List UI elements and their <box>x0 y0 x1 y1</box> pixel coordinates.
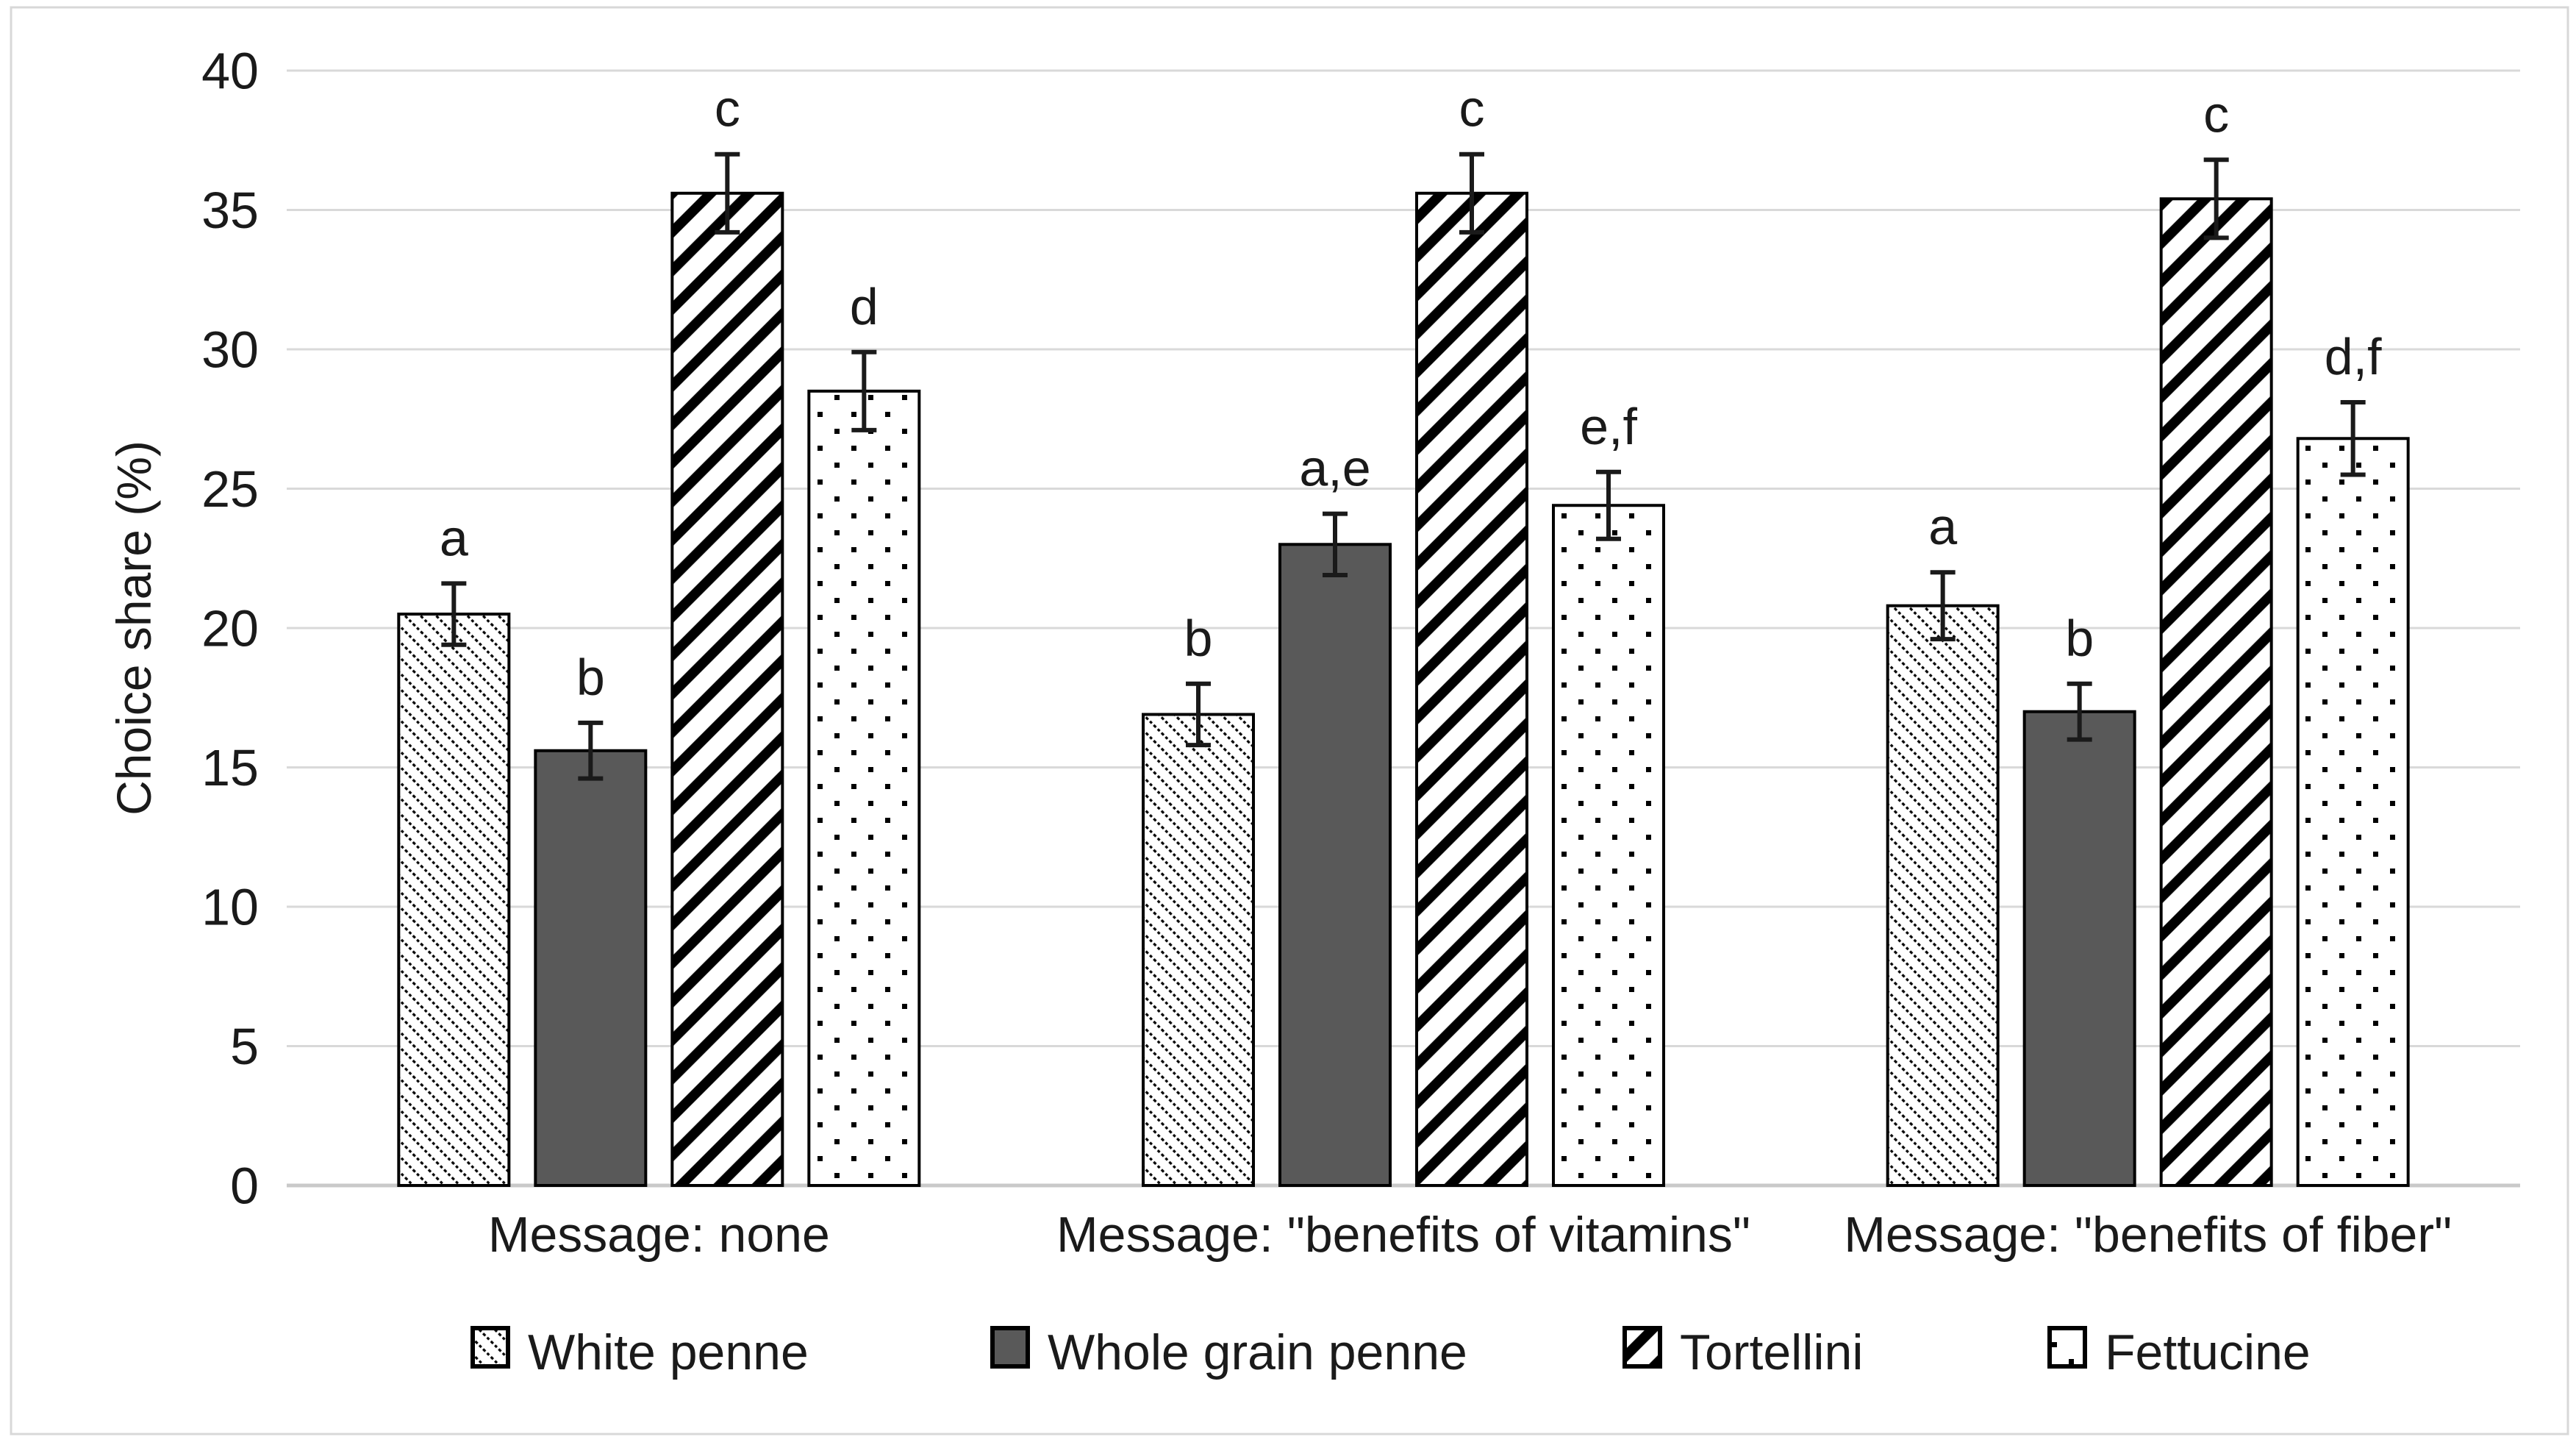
error-bar-whole-grain-penne <box>2067 681 2092 742</box>
x-axis-label: Message: "benefits of vitamins" <box>1056 1207 1750 1263</box>
y-axis-tick-label: 30 <box>201 321 259 379</box>
y-axis-tick-label: 10 <box>201 879 259 936</box>
error-bar-white-penne <box>441 581 467 647</box>
legend-swatch-fettucine <box>2047 1326 2087 1369</box>
significance-letter: e,f <box>1580 398 1637 455</box>
x-axis-label: Message: "benefits of fiber" <box>1844 1207 2452 1263</box>
bar-whole-grain-penne <box>2022 710 2136 1187</box>
y-axis-tick-label: 20 <box>201 600 259 657</box>
legend-label-whole-grain-penne: Whole grain penne <box>1048 1324 1467 1380</box>
error-bar-whole-grain-penne <box>1323 511 1348 577</box>
chart-border <box>10 6 2569 1435</box>
error-bar-fettucine <box>2340 400 2366 477</box>
error-bar-tortellini <box>2203 157 2229 240</box>
bar-whole-grain-penne <box>534 749 648 1187</box>
bar-tortellini <box>2159 197 2273 1188</box>
legend-label-fettucine: Fettucine <box>2105 1324 2311 1380</box>
y-axis-tick-label: 5 <box>230 1018 259 1075</box>
bar-fettucine <box>1552 504 1665 1187</box>
legend-swatch-tortellini <box>1622 1326 1662 1369</box>
y-axis-tick-label: 40 <box>201 43 259 100</box>
error-bar-white-penne <box>1930 570 1956 642</box>
significance-letter: a <box>440 509 468 566</box>
x-axis-label: Message: none <box>488 1207 830 1263</box>
bar-fettucine <box>807 389 921 1187</box>
bar-white-penne <box>397 613 511 1187</box>
error-bar-tortellini <box>1459 151 1484 235</box>
bar-tortellini <box>670 191 784 1187</box>
significance-letter: a,e <box>1299 440 1370 497</box>
error-bar-tortellini <box>715 151 740 235</box>
y-axis-tick-label: 15 <box>201 739 259 796</box>
legend-label-tortellini: Tortellini <box>1680 1324 1863 1380</box>
bar-white-penne <box>1886 604 2000 1187</box>
bar-fettucine <box>2296 437 2410 1187</box>
legend-swatch-whole-grain-penne <box>990 1326 1030 1369</box>
significance-letter: b <box>2065 610 2094 667</box>
legend-label-white-penne: White penne <box>528 1324 809 1380</box>
significance-letter: d <box>850 278 879 335</box>
significance-letter: b <box>576 649 605 706</box>
error-bar-fettucine <box>1596 469 1621 541</box>
error-bar-fettucine <box>851 349 877 432</box>
significance-letter: d,f <box>2325 328 2382 385</box>
y-axis-tick-label: 0 <box>230 1158 259 1215</box>
bar-whole-grain-penne <box>1278 543 1392 1187</box>
significance-letter: c <box>715 80 740 138</box>
significance-letter: a <box>1928 498 1957 555</box>
bar-white-penne <box>1142 713 1255 1187</box>
bar-tortellini <box>1415 191 1528 1187</box>
legend-swatch-white-penne <box>471 1326 510 1369</box>
y-axis-title: Choice share (%) <box>107 441 161 816</box>
error-bar-whole-grain-penne <box>578 720 604 781</box>
y-axis-tick-label: 35 <box>201 182 259 239</box>
y-axis-tick-label: 25 <box>201 460 259 518</box>
significance-letter: c <box>2203 85 2229 143</box>
significance-letter: b <box>1184 610 1213 667</box>
error-bar-white-penne <box>1186 681 1211 748</box>
significance-letter: c <box>1459 80 1485 138</box>
